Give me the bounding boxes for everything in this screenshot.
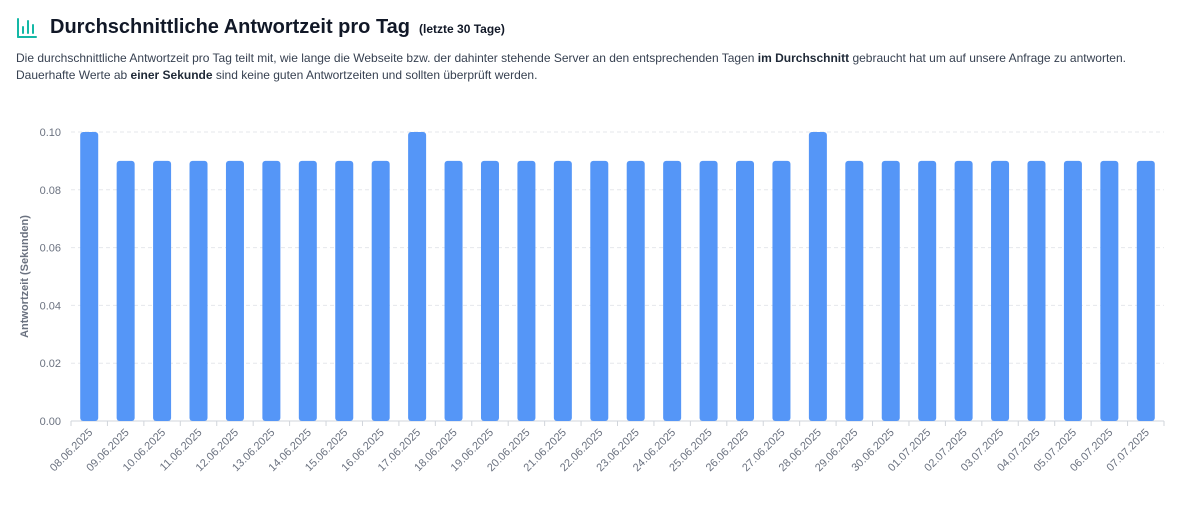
bar-chart-icon xyxy=(17,17,37,38)
bar xyxy=(298,160,317,421)
bar xyxy=(335,160,354,421)
bar xyxy=(480,160,499,421)
bar xyxy=(553,160,572,421)
y-tick-label: 0.02 xyxy=(40,358,61,370)
y-tick-label: 0.00 xyxy=(40,416,61,428)
bar xyxy=(153,160,172,421)
description-text: sind keine guten Antwortzeiten und sollt… xyxy=(212,68,538,82)
bar xyxy=(845,160,864,421)
description-emphasis: im Durchschnitt xyxy=(757,51,850,65)
bar xyxy=(116,160,135,421)
bar xyxy=(262,160,281,421)
bar xyxy=(881,160,900,421)
description-text: Die durchschnittliche Antwortzeit pro Ta… xyxy=(16,51,758,65)
y-axis-title: Antwortzeit (Sekunden) xyxy=(19,215,31,338)
bar xyxy=(189,160,208,421)
description-emphasis: einer Sekunde xyxy=(130,68,213,82)
bar xyxy=(954,160,973,421)
bar xyxy=(699,160,718,421)
description-text: Dauerhafte Werte ab xyxy=(16,68,131,82)
bar xyxy=(371,160,390,421)
bar xyxy=(1027,160,1046,421)
bar xyxy=(1100,160,1119,421)
bar xyxy=(408,132,427,421)
bar xyxy=(1063,160,1082,421)
bar xyxy=(517,160,536,421)
bar xyxy=(626,160,645,421)
chart-description: Die durchschnittliche Antwortzeit pro Ta… xyxy=(16,50,1176,84)
bar xyxy=(80,132,99,421)
bar xyxy=(918,160,937,421)
bar xyxy=(1136,160,1155,421)
description-text: gebraucht hat um auf unsere Anfrage zu a… xyxy=(849,51,1126,65)
bar xyxy=(808,132,827,421)
y-tick-label: 0.04 xyxy=(40,300,61,312)
bar xyxy=(991,160,1010,421)
y-tick-label: 0.10 xyxy=(40,127,61,139)
bar xyxy=(444,160,463,421)
bar xyxy=(225,160,244,421)
y-tick-label: 0.08 xyxy=(40,185,61,197)
chart-header: Durchschnittliche Antwortzeit pro Tag (l… xyxy=(16,16,505,39)
bar xyxy=(663,160,682,421)
y-tick-label: 0.06 xyxy=(40,243,61,255)
period-label: (letzte 30 Tage) xyxy=(419,22,505,36)
page-title: Durchschnittliche Antwortzeit pro Tag xyxy=(50,16,411,38)
bar xyxy=(736,160,755,421)
bar xyxy=(590,160,609,421)
bar xyxy=(772,160,791,421)
